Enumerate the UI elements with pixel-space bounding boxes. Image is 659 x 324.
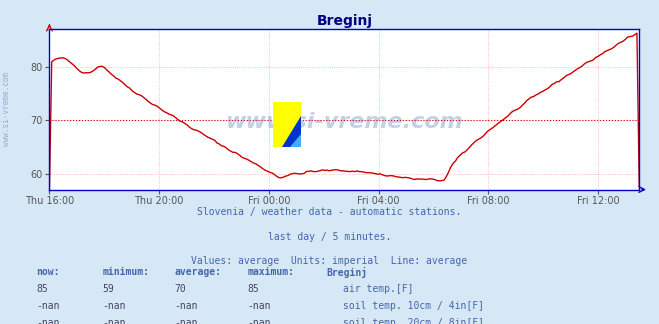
Text: -nan: -nan — [247, 301, 271, 311]
Text: 70: 70 — [175, 284, 186, 294]
Text: average:: average: — [175, 267, 221, 277]
Text: soil temp. 20cm / 8in[F]: soil temp. 20cm / 8in[F] — [343, 318, 484, 324]
Text: Breginj: Breginj — [326, 267, 367, 278]
Text: minimum:: minimum: — [102, 267, 149, 277]
Polygon shape — [290, 134, 301, 147]
Text: soil temp. 10cm / 4in[F]: soil temp. 10cm / 4in[F] — [343, 301, 484, 311]
Text: www.si-vreme.com: www.si-vreme.com — [225, 112, 463, 132]
Text: -nan: -nan — [247, 318, 271, 324]
Text: -nan: -nan — [102, 301, 126, 311]
Title: Breginj: Breginj — [316, 14, 372, 28]
Text: 85: 85 — [247, 284, 259, 294]
Text: now:: now: — [36, 267, 60, 277]
Text: air temp.[F]: air temp.[F] — [343, 284, 413, 294]
Text: www.si-vreme.com: www.si-vreme.com — [2, 72, 11, 146]
Text: -nan: -nan — [102, 318, 126, 324]
Text: Slovenia / weather data - automatic stations.: Slovenia / weather data - automatic stat… — [197, 207, 462, 217]
Text: maximum:: maximum: — [247, 267, 294, 277]
Polygon shape — [273, 102, 301, 147]
Text: -nan: -nan — [36, 301, 60, 311]
Text: 85: 85 — [36, 284, 48, 294]
Text: 59: 59 — [102, 284, 114, 294]
Text: -nan: -nan — [175, 318, 198, 324]
Text: -nan: -nan — [175, 301, 198, 311]
Text: -nan: -nan — [36, 318, 60, 324]
Text: Values: average  Units: imperial  Line: average: Values: average Units: imperial Line: av… — [191, 256, 468, 266]
Text: last day / 5 minutes.: last day / 5 minutes. — [268, 232, 391, 242]
Polygon shape — [282, 116, 301, 147]
